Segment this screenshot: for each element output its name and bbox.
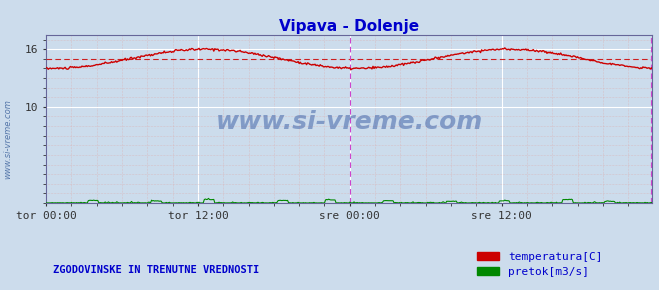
Text: www.si-vreme.com: www.si-vreme.com (215, 110, 483, 134)
Title: Vipava - Dolenje: Vipava - Dolenje (279, 19, 419, 34)
Text: www.si-vreme.com: www.si-vreme.com (3, 99, 13, 179)
Text: ZGODOVINSKE IN TRENUTNE VREDNOSTI: ZGODOVINSKE IN TRENUTNE VREDNOSTI (53, 264, 259, 275)
Legend: temperatura[C], pretok[m3/s]: temperatura[C], pretok[m3/s] (473, 247, 608, 282)
